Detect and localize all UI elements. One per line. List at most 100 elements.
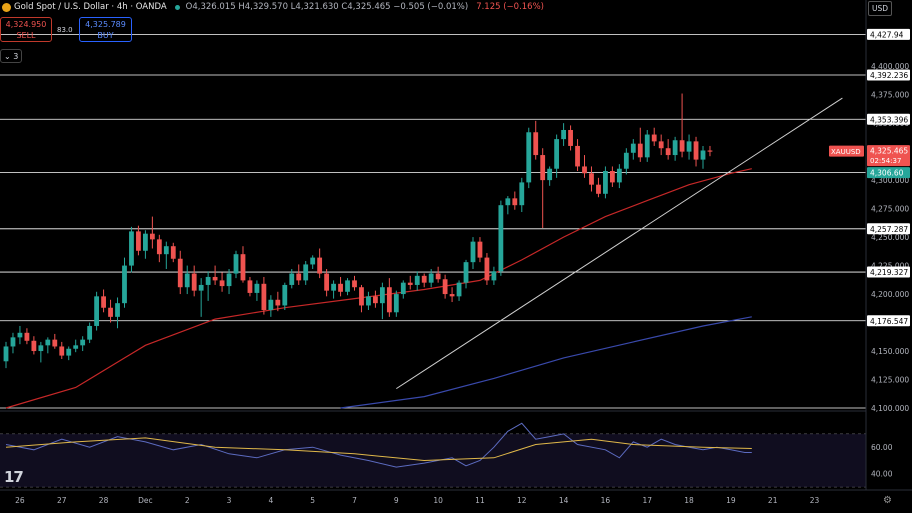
candle-body <box>623 152 629 169</box>
horizontal-levels <box>0 33 866 409</box>
candle-body <box>651 134 657 142</box>
time-tick-label: Dec <box>138 496 153 505</box>
candle-body <box>582 166 587 174</box>
price-label-box <box>867 28 910 40</box>
time-tick-label: 21 <box>768 496 778 505</box>
time-tick-label: 14 <box>559 496 569 505</box>
candle-body <box>603 171 608 194</box>
time-tick-label: 3 <box>227 496 232 505</box>
price-label-text: 4,325.465 <box>870 147 908 156</box>
candle-body <box>679 140 685 152</box>
trendline[interactable] <box>396 97 843 390</box>
currency-selector[interactable]: USD <box>868 1 892 16</box>
candle-body <box>428 273 434 283</box>
candle-body <box>665 148 671 156</box>
trendline-line <box>396 97 843 390</box>
candle-body <box>122 265 127 304</box>
candle-body <box>198 284 204 291</box>
chart-header: Gold Spot / U.S. Dollar · 4h · OANDA O4,… <box>0 0 544 14</box>
price-tick-label: 4,400.000 <box>871 62 909 71</box>
candle-body <box>491 271 497 281</box>
price-label-box <box>867 167 910 179</box>
candle-body <box>575 145 580 167</box>
candle-body <box>149 233 155 240</box>
candle-body <box>45 339 51 346</box>
volume-change: 7.125 (−0.16%) <box>476 2 544 12</box>
price-label-text: 4,257.287 <box>870 225 908 234</box>
indicators-toggle[interactable]: ⌄ 3 <box>0 49 22 63</box>
candle-body <box>219 280 225 287</box>
symbol-tag-text: XAUUSD <box>831 148 861 156</box>
indicators-count: 3 <box>13 52 19 61</box>
candle-body <box>310 257 316 265</box>
buy-button[interactable]: 4,325.789 BUY <box>79 17 132 42</box>
candle-body <box>693 141 699 160</box>
price-label-box <box>867 266 910 278</box>
candle-body <box>177 258 183 288</box>
candle-body <box>205 276 211 285</box>
price-tick-label: 4,375.000 <box>871 91 909 100</box>
candle-body <box>101 296 106 308</box>
candle-body <box>303 264 309 281</box>
candle-body <box>352 280 357 288</box>
candle-body <box>143 233 148 251</box>
symbol-tag-box <box>829 145 864 157</box>
candle-body <box>282 284 288 306</box>
rsi-ma-line <box>5 437 752 462</box>
candle-body <box>484 257 490 281</box>
candle-body <box>393 294 399 313</box>
price-tick-label: 4,150.000 <box>871 347 909 356</box>
candle-body <box>568 129 573 146</box>
sell-label: SELL <box>16 31 36 40</box>
sell-price: 4,324.950 <box>5 20 47 29</box>
candle-body <box>52 339 58 347</box>
buy-label: BUY <box>97 31 114 40</box>
candle-body <box>596 184 601 194</box>
candle-body <box>156 239 162 255</box>
countdown-text: 02:54:37 <box>870 157 901 165</box>
candle-body <box>359 287 364 306</box>
candle-body <box>561 129 566 140</box>
candle-body <box>191 273 197 291</box>
price-label-text: 4,176.547 <box>870 317 908 326</box>
candle-body <box>345 280 350 292</box>
price-tick-label: 4,200.000 <box>871 290 909 299</box>
candle-body <box>519 182 525 206</box>
candle-body <box>505 198 511 206</box>
tradingview-logo-icon[interactable]: 17 <box>4 468 24 486</box>
buy-price: 4,325.789 <box>85 20 126 29</box>
time-tick-label: 11 <box>475 496 485 505</box>
time-axis[interactable]: 26 27 28 Dec 2 3 4 5 7 9 10 11 12 14 16 17 18 19 21 23 <box>0 489 912 505</box>
candle-body <box>686 141 692 152</box>
candle-body <box>59 346 65 356</box>
price-label-text: 4,427.94 <box>870 30 904 39</box>
candle-body <box>73 345 79 349</box>
chevron-down-icon: ⌄ <box>4 52 11 61</box>
rsi-line <box>5 422 752 468</box>
moving-averages <box>5 168 752 409</box>
candle-body <box>87 325 93 340</box>
ohlc-values: O4,326.015 H4,329.570 L4,321.630 C4,325.… <box>185 2 469 12</box>
symbol-title[interactable]: Gold Spot / U.S. Dollar · 4h · OANDA <box>14 2 167 12</box>
price-label-text: 4,219.327 <box>870 268 908 277</box>
time-tick-label: 23 <box>810 496 820 505</box>
price-label-box <box>867 223 910 235</box>
candle-body <box>400 282 406 295</box>
price-tick-label: 4,100.000 <box>871 404 909 413</box>
candle-body <box>331 283 336 291</box>
price-tick-label: 4,225.000 <box>871 262 909 271</box>
candle-body <box>80 339 86 346</box>
settings-gear-icon[interactable]: ⚙ <box>883 495 892 506</box>
candle-body <box>170 246 176 259</box>
sell-button[interactable]: 4,324.950 SELL <box>0 17 52 42</box>
price-label-box <box>867 113 910 125</box>
candle-body <box>129 231 134 266</box>
market-open-icon <box>174 4 180 10</box>
price-labels: 4,427.94 4,392.236 4,353.396 4,325.46502:54… <box>829 28 910 327</box>
candle-body <box>658 141 664 149</box>
price-tick-label: 4,300.000 <box>871 176 909 185</box>
candle-body <box>547 168 553 181</box>
candle-body <box>589 173 594 185</box>
candle-body <box>24 332 30 341</box>
